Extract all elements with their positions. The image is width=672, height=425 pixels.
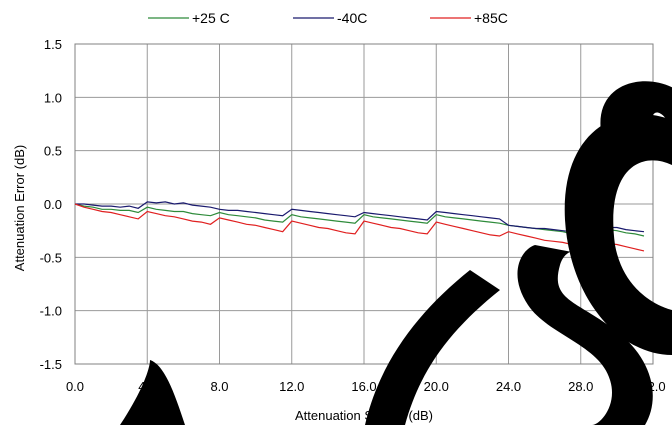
y-tick-label: 0.0 [44,197,62,212]
x-axis-label: Attenuation Setting (dB) [295,408,433,423]
watermark-tip [120,360,185,425]
y-tick-label: -1.5 [40,357,62,372]
legend-label: +85C [474,10,508,26]
series-line-0 [74,203,645,237]
series-line-2 [74,203,645,252]
watermark-s-shape [517,245,653,425]
y-tick-labels: 1.5 1.0 0.5 0.0 -0.5 -1.0 -1.5 [40,37,62,372]
x-tick-label: 24.0 [496,379,521,394]
x-tick-label: 16.0 [351,379,376,394]
legend-label: +25 C [192,10,230,26]
x-tick-label: 28.0 [568,379,593,394]
legend-label: -40C [337,10,367,26]
x-tick-label: 0.0 [66,379,84,394]
y-tick-label: 1.0 [44,90,62,105]
x-tick-label: 12.0 [279,379,304,394]
x-tick-label: 8.0 [210,379,228,394]
watermark-logo [120,81,672,425]
y-tick-label: 1.5 [44,37,62,52]
watermark-c-shape [564,114,672,355]
y-tick-label: -0.5 [40,250,62,265]
x-tick-labels: 0.04.08.012.016.020.024.028.032.0 [66,379,666,394]
watermark-stroke [365,270,500,425]
y-tick-label: -1.0 [40,304,62,319]
series-lines [74,201,645,252]
x-tick-label: 20.0 [424,379,449,394]
y-axis-label: Attenuation Error (dB) [12,145,27,271]
legend: +25 C -40C +85C [148,10,508,26]
series-line-1 [75,201,645,233]
y-tick-label: 0.5 [44,144,62,159]
